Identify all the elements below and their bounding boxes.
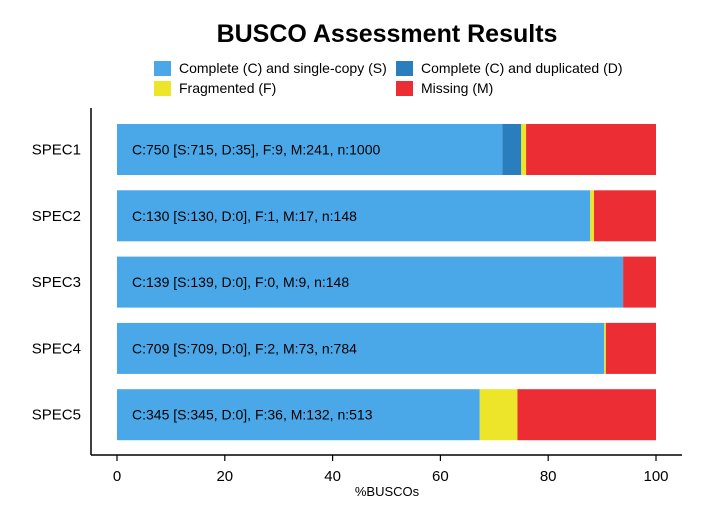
bar-segment-spec5-series-0 (117, 389, 480, 441)
bar-segment-spec3-series-3 (623, 256, 656, 308)
bar-segment-spec4-series-2 (604, 322, 606, 374)
legend-swatch-0 (154, 61, 171, 76)
legend-label-3: Missing (M) (421, 80, 493, 96)
bar-segment-spec1-series-0 (117, 124, 503, 175)
chart-title: BUSCO Assessment Results (217, 20, 558, 48)
bar-label-spec1: C:750 [S:715, D:35], F:9, M:241, n:1000 (132, 142, 380, 158)
bars-group: C:750 [S:715, D:35], F:9, M:241, n:1000 C… (117, 124, 656, 441)
category-label-spec2: SPEC2 (32, 208, 81, 225)
bar-segment-spec2-series-3 (594, 190, 656, 242)
bar-segment-spec4-series-3 (605, 322, 656, 374)
bar-segment-spec4-series-0 (117, 322, 605, 374)
x-tick-label-0: 0 (113, 468, 121, 485)
bar-segment-spec2-series-0 (117, 190, 591, 242)
bar-label-spec5: C:345 [S:345, D:0], F:36, M:132, n:513 (132, 407, 373, 423)
legend-label-1: Complete (C) and duplicated (D) (421, 60, 623, 76)
x-tick-label-40: 40 (324, 468, 341, 485)
bar-segment-spec3-series-0 (117, 256, 624, 308)
category-label-spec1: SPEC1 (32, 142, 81, 159)
x-ticks-group: 0 20 40 60 80 100 (113, 455, 669, 485)
category-labels-group: SPEC1 SPEC2 SPEC3 SPEC4 SPEC5 (32, 142, 81, 424)
bar-segment-spec1-series-1 (502, 124, 522, 175)
x-axis-title: %BUSCOs (355, 484, 420, 499)
bar-segment-spec5-series-2 (479, 389, 518, 441)
category-label-spec3: SPEC3 (32, 274, 81, 291)
category-label-spec5: SPEC5 (32, 407, 81, 424)
axes-group (90, 108, 682, 456)
bar-segment-spec1-series-3 (526, 124, 656, 175)
legend-swatch-3 (396, 81, 413, 96)
bar-segment-spec5-series-3 (517, 389, 656, 441)
bar-label-spec4: C:709 [S:709, D:0], F:2, M:73, n:784 (132, 340, 357, 356)
x-tick-label-60: 60 (432, 468, 449, 485)
category-label-spec4: SPEC4 (32, 340, 81, 357)
x-tick-label-80: 80 (540, 468, 557, 485)
bar-segment-spec2-series-2 (590, 190, 595, 242)
legend: Complete (C) and single-copy (S) Complete… (154, 60, 623, 96)
x-tick-label-100: 100 (643, 468, 668, 485)
bar-label-spec2: C:130 [S:130, D:0], F:1, M:17, n:148 (132, 208, 357, 224)
x-tick-label-20: 20 (216, 468, 233, 485)
legend-swatch-2 (154, 81, 171, 96)
bar-segment-spec1-series-2 (521, 124, 527, 175)
bar-label-spec3: C:139 [S:139, D:0], F:0, M:9, n:148 (132, 274, 349, 290)
legend-label-0: Complete (C) and single-copy (S) (179, 60, 387, 76)
legend-swatch-1 (396, 61, 413, 76)
legend-label-2: Fragmented (F) (179, 80, 276, 96)
